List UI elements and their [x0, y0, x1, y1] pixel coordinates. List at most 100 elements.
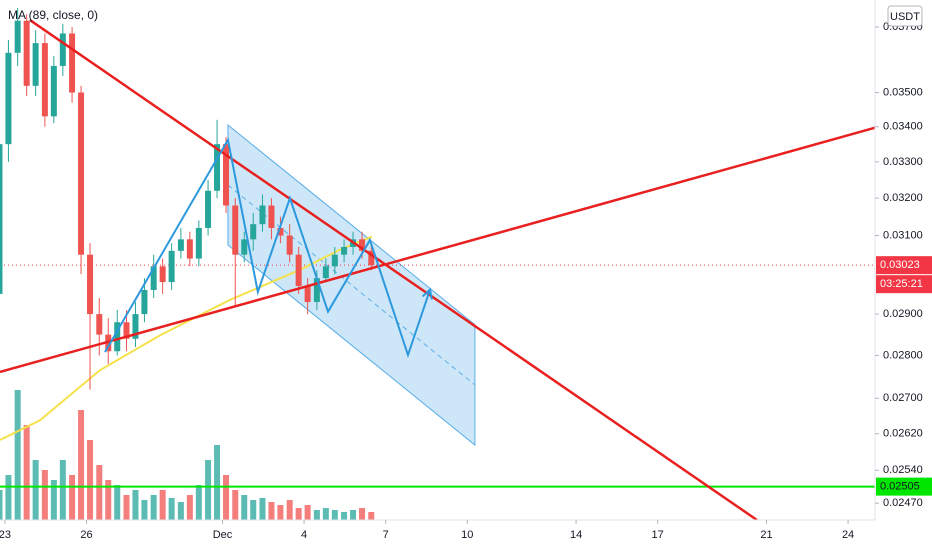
volume-bar: [0, 490, 3, 520]
candle-body: [368, 250, 375, 266]
candle-body: [14, 20, 21, 53]
candle-body: [41, 43, 48, 117]
candle-body: [268, 205, 275, 228]
volume-bar: [14, 390, 21, 520]
support-label: 0.02505: [880, 481, 920, 493]
volume-bar: [132, 490, 139, 520]
volume-bar: [50, 480, 57, 520]
y-tick-label: 0.02900: [883, 308, 923, 320]
candle-body: [96, 314, 103, 335]
candle-body: [159, 266, 166, 283]
volume-bar: [141, 500, 148, 520]
candle-body: [331, 254, 338, 267]
volume-bar: [277, 505, 284, 520]
candle-body: [295, 254, 302, 286]
volume-bar: [286, 500, 293, 520]
candle-body: [5, 52, 12, 145]
volume-bar: [214, 445, 221, 520]
trend-line: [29, 19, 758, 520]
volume-bar: [341, 512, 348, 520]
y-tick-label: 0.03200: [883, 192, 923, 204]
candle-body: [59, 33, 66, 66]
candle-body: [250, 224, 257, 240]
volume-bar: [114, 485, 121, 520]
volume-bar: [350, 510, 357, 520]
x-tick-label: 4: [301, 529, 307, 541]
volume-bar: [223, 475, 230, 520]
candle-body: [87, 254, 94, 315]
volume-bar: [123, 495, 130, 520]
candle-body: [214, 144, 221, 191]
candle-body: [0, 144, 3, 294]
volume-bar: [32, 460, 39, 520]
support-badge: [876, 477, 932, 496]
last-price-label: 0.03023: [880, 259, 920, 271]
candle-body: [69, 33, 76, 93]
volume-bar: [259, 498, 266, 520]
y-tick-label: 0.03300: [883, 156, 923, 168]
x-tick-label: 7: [383, 529, 389, 541]
volume-bar: [41, 470, 48, 520]
volume-bar: [5, 475, 12, 520]
indicator-legend[interactable]: MA (89, close, 0): [8, 8, 98, 22]
x-tick-label: 24: [842, 529, 854, 541]
candle-body: [241, 239, 248, 255]
x-tick-label: 17: [652, 529, 664, 541]
channel-midline: [227, 184, 476, 386]
volume-bar: [322, 508, 329, 520]
volume-bar: [150, 495, 157, 520]
y-tick-label: 0.02800: [883, 349, 923, 361]
candle-body: [322, 266, 329, 279]
volume-bar: [168, 498, 175, 520]
volume-bar: [177, 502, 184, 520]
candle-body: [141, 289, 148, 315]
candle-body: [341, 246, 348, 255]
candle-body: [304, 285, 311, 302]
candle-body: [277, 227, 284, 236]
y-tick-label: 0.03500: [883, 86, 923, 98]
x-tick-label: 14: [570, 529, 582, 541]
volume-bar: [105, 480, 112, 520]
y-tick-label: 0.02620: [883, 428, 923, 440]
volume-bar: [186, 495, 193, 520]
x-tick-label: 23: [0, 529, 11, 541]
candle-body: [78, 92, 85, 255]
last-price-badge: [876, 256, 932, 275]
candle-body: [123, 322, 130, 339]
y-tick-label: 0.02470: [883, 497, 923, 509]
x-tick-label: Dec: [213, 529, 233, 541]
countdown-badge: [876, 275, 932, 294]
candle-body: [286, 235, 293, 255]
candle-body: [177, 239, 184, 251]
volume-bar: [78, 410, 85, 520]
candle-body: [32, 43, 39, 86]
candle-body: [359, 239, 366, 251]
price-axis: [875, 0, 932, 550]
y-tick-label: 0.03400: [883, 121, 923, 133]
volume-bar: [232, 490, 239, 520]
volume-bar: [96, 465, 103, 520]
candle-body: [205, 190, 212, 228]
volume-bar: [368, 512, 375, 520]
candle-body: [132, 314, 139, 339]
currency-label: USDT: [890, 11, 920, 23]
y-tick-label: 0.03100: [883, 229, 923, 241]
candle-body: [195, 227, 202, 259]
projection-arrowhead: [421, 287, 433, 300]
axes: 0.037000.035000.034000.033000.032000.031…: [0, 21, 932, 541]
volume-bar: [59, 460, 66, 520]
volume-bar: [87, 440, 94, 520]
volume-bar: [268, 502, 275, 520]
volume-bar: [241, 495, 248, 520]
x-tick-label: 10: [461, 529, 473, 541]
candle-body: [223, 144, 230, 206]
candle-body: [186, 239, 193, 259]
currency-box[interactable]: [887, 5, 923, 27]
y-tick-label: 0.02700: [883, 392, 923, 404]
candle-body: [23, 20, 30, 86]
volume-bar: [195, 485, 202, 520]
plot-area: [0, 8, 875, 520]
trend-line: [0, 126, 875, 374]
y-tick-label: 0.02540: [883, 464, 923, 476]
volume-bar: [69, 475, 76, 520]
